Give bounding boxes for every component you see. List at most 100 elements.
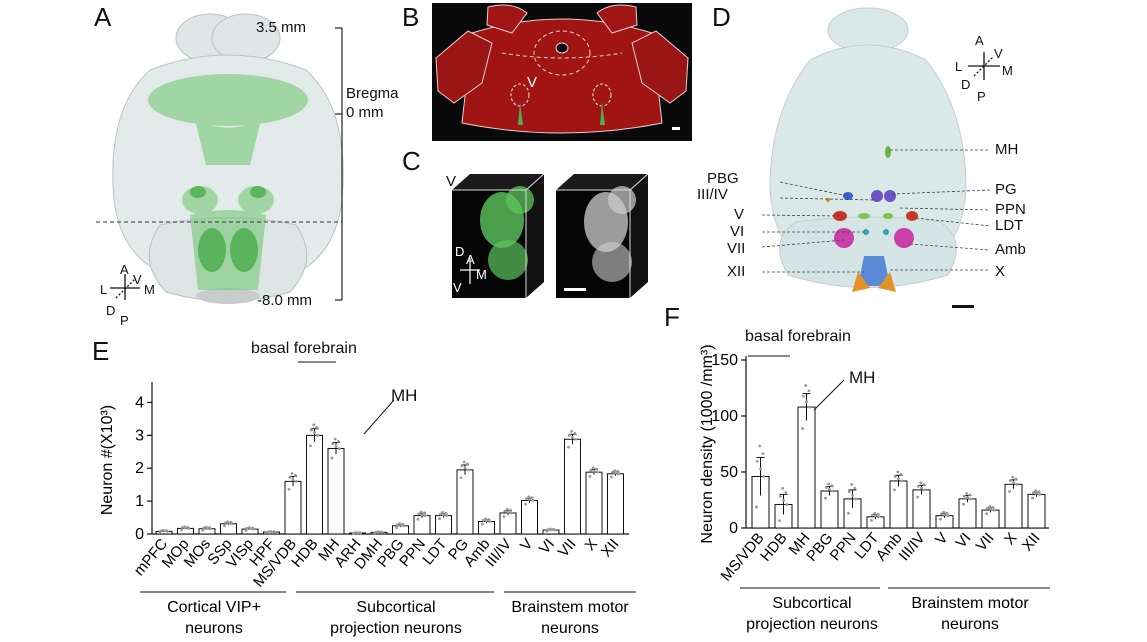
bar — [1027, 493, 1046, 529]
data-point — [1008, 479, 1012, 483]
bar — [478, 521, 495, 535]
data-point — [419, 510, 423, 514]
data-point — [762, 475, 766, 478]
data-point — [423, 511, 426, 515]
y-tick-label: 4 — [135, 394, 144, 411]
data-point — [527, 495, 531, 499]
data-point — [503, 509, 507, 513]
data-point — [180, 528, 183, 532]
data-point — [893, 475, 897, 478]
brain-dorsal-view-a — [96, 13, 344, 304]
region-label-mh: MH — [995, 141, 1019, 158]
panel-b-region-label: V — [527, 74, 538, 91]
scale-top-label: 3.5 mm — [256, 19, 307, 36]
data-point — [374, 530, 378, 534]
y-axis-label: Neuron density (1000 /mm³) — [699, 344, 716, 543]
region-label-vi: VI — [730, 223, 745, 240]
bregma-label: Bregma — [346, 85, 399, 102]
data-point — [870, 518, 873, 522]
data-point — [805, 400, 808, 404]
data-point — [506, 510, 510, 514]
data-point — [592, 469, 596, 473]
data-point — [165, 529, 169, 533]
y-tick-label: 0 — [729, 520, 738, 537]
data-point — [755, 459, 759, 463]
compass-a-ventral: V — [133, 272, 142, 287]
data-point — [266, 530, 270, 534]
data-point — [481, 518, 485, 522]
data-point — [315, 426, 319, 429]
region-label-iii-iv: III/IV — [697, 186, 728, 203]
bar — [284, 480, 302, 535]
data-point — [876, 512, 880, 516]
data-point — [992, 508, 996, 512]
data-point — [847, 490, 851, 494]
compass-a-posterior: P — [120, 313, 129, 328]
data-point — [853, 486, 857, 490]
data-point — [187, 527, 191, 530]
data-point — [380, 530, 384, 534]
data-point — [377, 530, 381, 534]
bar — [981, 509, 1000, 529]
data-point — [785, 503, 789, 506]
panel-letter-e: E — [92, 336, 110, 366]
compass-d-medial: M — [1002, 63, 1013, 78]
data-point — [1008, 490, 1011, 493]
data-point — [588, 474, 592, 478]
bar — [564, 438, 581, 535]
brain-3d-regions-d — [761, 7, 1000, 308]
y-tick-label: 2 — [135, 460, 144, 477]
data-point — [900, 479, 904, 483]
data-point — [223, 524, 226, 528]
data-point — [614, 471, 617, 475]
data-point — [549, 528, 553, 532]
data-point — [919, 481, 923, 485]
compass-a — [110, 274, 140, 300]
data-point — [617, 472, 621, 476]
x-tick-label: X — [1001, 530, 1020, 549]
data-point — [416, 517, 420, 521]
compass-d-anterior: A — [975, 33, 984, 48]
y-tick-label: 100 — [711, 408, 738, 425]
bar — [499, 512, 517, 535]
data-point — [570, 429, 574, 433]
data-point — [180, 526, 184, 530]
x-tick-label: III/IV — [482, 536, 515, 571]
region-label-ldt: LDT — [995, 217, 1024, 234]
y-tick-label: 1 — [135, 493, 144, 510]
data-point — [758, 444, 762, 448]
data-point — [509, 508, 512, 512]
data-point — [942, 510, 946, 514]
panel-letter-a: A — [94, 2, 112, 32]
data-point — [309, 428, 313, 432]
data-point — [201, 528, 205, 532]
data-point — [288, 476, 292, 479]
y-tick-label: 50 — [720, 464, 738, 481]
data-point — [610, 475, 613, 479]
data-point — [761, 452, 765, 456]
data-point — [208, 527, 212, 531]
callout-line — [363, 399, 395, 435]
data-point — [899, 472, 903, 476]
data-point — [352, 531, 356, 535]
data-point — [223, 521, 227, 525]
data-point — [870, 513, 874, 517]
data-point — [294, 474, 297, 477]
y-tick-label: 150 — [711, 352, 738, 369]
region-label-x: X — [995, 263, 1006, 280]
compass-d-lateral: L — [955, 59, 963, 74]
data-point — [830, 484, 834, 488]
data-point — [485, 519, 488, 523]
compass-c-anterior: A — [466, 252, 475, 267]
data-point — [897, 477, 900, 481]
data-point — [1038, 493, 1042, 496]
region-label-pbg: PBG — [707, 170, 739, 187]
data-point — [309, 444, 312, 448]
data-point — [939, 517, 942, 521]
group-brainstem-line1: Brainstem motor — [511, 599, 629, 616]
data-point — [420, 513, 424, 517]
data-point — [502, 515, 506, 519]
data-point — [850, 483, 854, 486]
